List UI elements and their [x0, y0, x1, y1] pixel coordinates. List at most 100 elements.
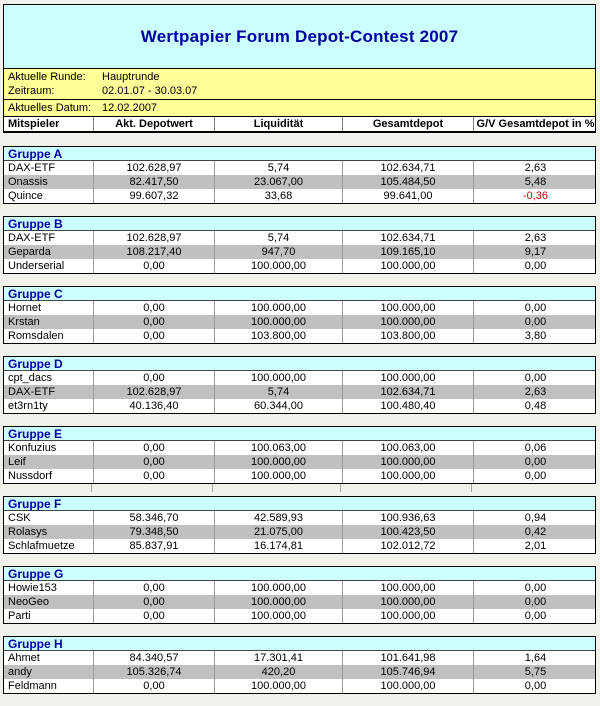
value-cell-gesamtdepot: 100.000,00 — [342, 679, 473, 693]
page-title: Wertpapier Forum Depot-Contest 2007 — [140, 26, 459, 46]
value-cell-liquiditaet: 100.000,00 — [214, 371, 342, 385]
player-name: et3rn1ty — [8, 400, 48, 412]
value-cell-gesamtdepot: 102.012,72 — [342, 539, 473, 553]
value-cell-akt_depotwert: 0,00 — [93, 329, 214, 343]
value-cell-akt_depotwert: 0,00 — [93, 371, 214, 385]
table-row: Hornet 0,00 100.000,00 100.000,00 0,00 — [4, 301, 595, 315]
value-cell-akt_depotwert: 0,00 — [93, 581, 214, 595]
value-cell-gv_prozent: 9,17 — [473, 245, 597, 259]
table-row: Nussdorf 0,00 100.000,00 100.000,00 0,00 — [4, 469, 595, 483]
value-cell-gesamtdepot: 101.641,98 — [342, 651, 473, 665]
value-cell-liquiditaet: 103.800,00 — [214, 329, 342, 343]
value-cell-liquiditaet: 5,74 — [214, 385, 342, 399]
value-cell-gesamtdepot: 100.936,63 — [342, 511, 473, 525]
value-cell-akt_depotwert: 0,00 — [93, 301, 214, 315]
player-name: Krstan — [8, 316, 40, 328]
value-cell-akt_depotwert: 108.217,40 — [93, 245, 214, 259]
value-cell-gesamtdepot: 100.000,00 — [342, 581, 473, 595]
groups-container: Gruppe A DAX-ETF 102.628,97 5,74 102.634,71 2… — [3, 146, 596, 694]
title-banner: Wertpapier Forum Depot-Contest 2007 — [3, 4, 596, 69]
value-cell-gesamtdepot: 100.000,00 — [342, 469, 473, 483]
value-cell-gv_prozent: 0,00 — [473, 581, 597, 595]
value-cell-akt_depotwert: 79.348,50 — [93, 525, 214, 539]
value-cell-gesamtdepot: 100.000,00 — [342, 455, 473, 469]
table-row: CSK 58.346,70 42.589,93 100.936,63 0,94 — [4, 511, 595, 525]
value-cell-liquiditaet: 100.000,00 — [214, 595, 342, 609]
value-cell-liquiditaet: 420,20 — [214, 665, 342, 679]
player-name: Feldmann — [8, 680, 57, 692]
value-cell-gv_prozent: 0,00 — [473, 301, 597, 315]
player-name: Romsdalen — [8, 330, 64, 342]
value-cell-liquiditaet: 42.589,93 — [214, 511, 342, 525]
value-cell-gv_prozent: 0,00 — [473, 609, 597, 623]
zeitraum-label: Zeitraum: — [8, 85, 55, 97]
runde-label: Aktuelle Runde: — [8, 71, 86, 83]
table-row: Geparda 108.217,40 947,70 109.165,10 9,17 — [4, 245, 595, 259]
zeitraum-value: 02.01.07 - 30.03.07 — [102, 85, 198, 97]
value-cell-akt_depotwert: 0,00 — [93, 259, 214, 273]
value-cell-gv_prozent: 0,42 — [473, 525, 597, 539]
player-name: NeoGeo — [8, 596, 49, 608]
value-cell-gesamtdepot: 100.480,40 — [342, 399, 473, 413]
group-header: Gruppe G — [4, 567, 595, 581]
value-cell-liquiditaet: 33,68 — [214, 189, 342, 203]
player-name: DAX-ETF — [8, 386, 56, 398]
player-name: Schlafmuetze — [8, 540, 75, 552]
value-cell-liquiditaet: 21.075,00 — [214, 525, 342, 539]
value-cell-liquiditaet: 5,74 — [214, 231, 342, 245]
value-cell-gv_prozent: 5,75 — [473, 665, 597, 679]
value-cell-gv_prozent: 0,00 — [473, 315, 597, 329]
value-cell-akt_depotwert: 58.346,70 — [93, 511, 214, 525]
column-header-gv-prozent: G/V Gesamtdepot in % — [473, 117, 597, 131]
player-name: cpt_dacs — [8, 372, 53, 384]
value-cell-gv_prozent: 5,48 — [473, 175, 597, 189]
value-cell-akt_depotwert: 102.628,97 — [93, 385, 214, 399]
value-cell-gesamtdepot: 100.063,00 — [342, 441, 473, 455]
value-cell-akt_depotwert: 102.628,97 — [93, 161, 214, 175]
value-cell-gesamtdepot: 100.423,50 — [342, 525, 473, 539]
column-header-mitspieler: Mitspieler — [8, 118, 60, 130]
table-row: et3rn1ty 40.136,40 60.344,00 100.480,40 0,48 — [4, 399, 595, 413]
info-row-runde: Aktuelle Runde: Hauptrunde — [4, 70, 595, 84]
value-cell-gv_prozent: -0,36 — [473, 189, 597, 203]
player-name: Quince — [8, 190, 43, 202]
table-row: Howie153 0,00 100.000,00 100.000,00 0,00 — [4, 581, 595, 595]
value-cell-gesamtdepot: 105.484,50 — [342, 175, 473, 189]
datum-label: Aktuelles Datum: — [8, 102, 92, 114]
group-block: Gruppe H Ahmet 84.340,57 17.301,41 101.641,9… — [3, 636, 596, 694]
value-cell-gv_prozent: 0,00 — [473, 455, 597, 469]
value-cell-liquiditaet: 100.000,00 — [214, 469, 342, 483]
value-cell-liquiditaet: 23.067,00 — [214, 175, 342, 189]
value-cell-gesamtdepot: 102.634,71 — [342, 231, 473, 245]
value-cell-gesamtdepot: 100.000,00 — [342, 259, 473, 273]
column-header-liquiditaet: Liquidität — [214, 117, 342, 131]
table-row: andy 105.326,74 420,20 105.746,94 5,75 — [4, 665, 595, 679]
table-row: DAX-ETF 102.628,97 5,74 102.634,71 2,63 — [4, 231, 595, 245]
table-row: Romsdalen 0,00 103.800,00 103.800,00 3,80 — [4, 329, 595, 343]
round-period-box: Aktuelle Runde: Hauptrunde Zeitraum: 02.… — [3, 68, 596, 100]
player-name: Geparda — [8, 246, 51, 258]
table-row: Rolasys 79.348,50 21.075,00 100.423,50 0,42 — [4, 525, 595, 539]
value-cell-liquiditaet: 947,70 — [214, 245, 342, 259]
group-block: Gruppe G Howie153 0,00 100.000,00 100.000,00… — [3, 566, 596, 624]
value-cell-gv_prozent: 0,00 — [473, 595, 597, 609]
player-name: Howie153 — [8, 582, 57, 594]
column-header-depotwert: Akt. Depotwert — [93, 117, 214, 131]
player-name: Hornet — [8, 302, 42, 314]
datum-value: 12.02.2007 — [102, 102, 158, 114]
ruled-empty-strip — [3, 484, 596, 492]
table-row: Onassis 82.417,50 23.067,00 105.484,50 5,48 — [4, 175, 595, 189]
value-cell-gesamtdepot: 100.000,00 — [342, 595, 473, 609]
column-header-gesamtdepot: Gesamtdepot — [342, 117, 473, 131]
table-row: Konfuzius 0,00 100.063,00 100.063,00 0,06 — [4, 441, 595, 455]
group-header: Gruppe C — [4, 287, 595, 301]
value-cell-gv_prozent: 1,64 — [473, 651, 597, 665]
table-row: Quince 99.607,32 33,68 99.641,00 -0,36 — [4, 189, 595, 203]
value-cell-gesamtdepot: 100.000,00 — [342, 609, 473, 623]
group-block: Gruppe B DAX-ETF 102.628,97 5,74 102.634,71 2… — [3, 216, 596, 274]
table-row: Leif 0,00 100.000,00 100.000,00 0,00 — [4, 455, 595, 469]
value-cell-liquiditaet: 16.174,81 — [214, 539, 342, 553]
table-row: DAX-ETF 102.628,97 5,74 102.634,71 2,63 — [4, 385, 595, 399]
player-name: CSK — [8, 512, 31, 524]
